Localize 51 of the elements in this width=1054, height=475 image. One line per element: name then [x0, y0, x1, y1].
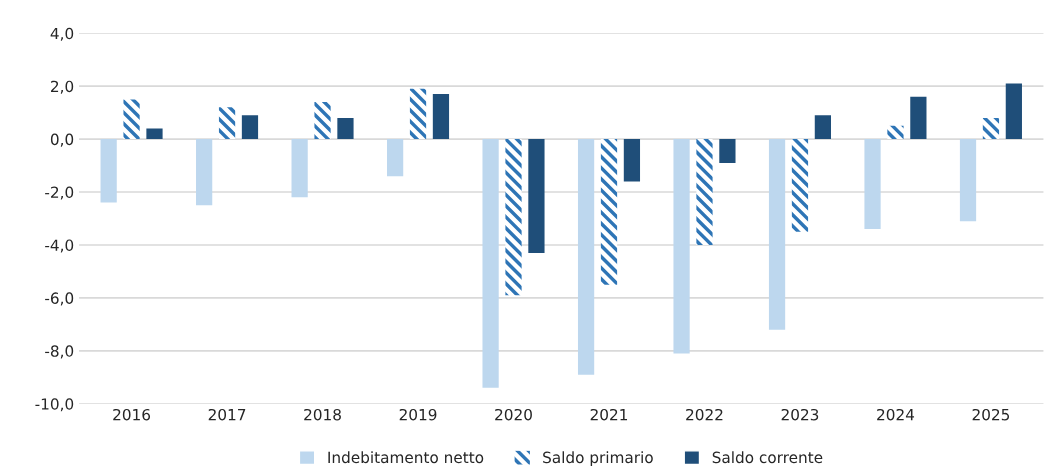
x-tick-label: 2025	[972, 408, 1010, 421]
bar	[673, 139, 690, 354]
bar	[100, 139, 117, 203]
x-tick-label: 2020	[495, 408, 532, 421]
y-tick-label: 2,0	[51, 80, 74, 94]
bar	[719, 139, 736, 163]
x-tick-label: 2023	[781, 408, 819, 421]
bar	[577, 139, 595, 375]
bar	[386, 139, 404, 177]
bar	[768, 139, 786, 330]
bar	[291, 139, 308, 198]
bar	[241, 115, 259, 140]
y-tick-label: -4,0	[45, 239, 74, 253]
bar	[696, 139, 713, 245]
y-tick-label: -6,0	[45, 292, 74, 306]
bar	[432, 94, 450, 140]
x-tick-label: 2018	[304, 408, 341, 421]
y-tick-label: 0,0	[50, 133, 74, 147]
y-tick-label: 4,0	[50, 27, 74, 41]
legend-label: Saldo primario	[543, 451, 653, 467]
bar	[409, 88, 427, 140]
bar	[982, 117, 1000, 140]
bar	[196, 139, 213, 206]
bar	[123, 99, 140, 140]
bar	[887, 125, 904, 140]
bar	[528, 139, 545, 253]
bar	[146, 128, 163, 140]
y-tick-label: -8,0	[45, 345, 74, 359]
bar	[959, 139, 977, 222]
x-tick-label: 2019	[399, 408, 437, 421]
x-tick-label: 2017	[208, 408, 246, 421]
bar	[1005, 83, 1022, 140]
bar	[600, 139, 618, 285]
bar	[218, 107, 236, 140]
legend-label: Indebitamento netto	[328, 451, 484, 464]
bar	[814, 115, 831, 140]
x-tick-label: 2024	[877, 408, 915, 421]
legend-label: Saldo corrente	[712, 451, 823, 464]
x-tick-label: 2022	[686, 408, 723, 421]
x-tick-label: 2021	[590, 408, 628, 421]
bar	[505, 139, 522, 296]
bar	[910, 96, 927, 140]
bar	[482, 139, 499, 388]
bar	[791, 139, 809, 232]
bar	[337, 117, 354, 140]
bar	[314, 102, 331, 140]
y-tick-label: -2,0	[45, 186, 74, 200]
bar	[864, 139, 881, 230]
y-tick-label: -10,0	[35, 398, 74, 412]
bar	[623, 139, 641, 182]
x-tick-label: 2016	[113, 408, 151, 421]
